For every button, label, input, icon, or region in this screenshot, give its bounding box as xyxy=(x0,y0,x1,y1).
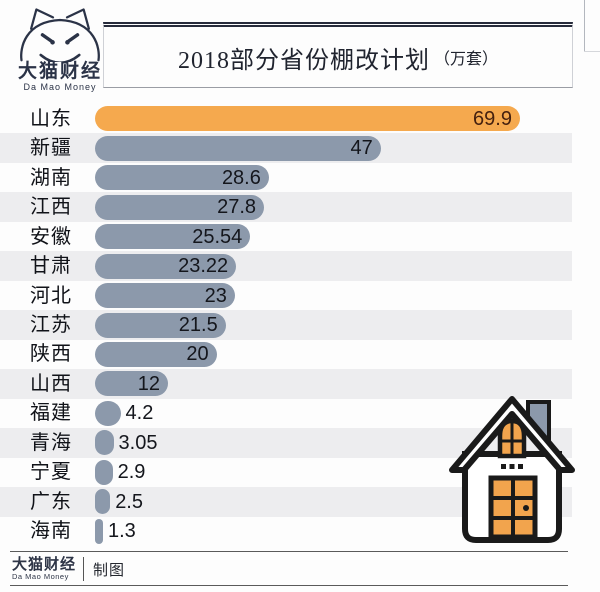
category-label: 福建 xyxy=(30,402,72,425)
bar: 47 xyxy=(95,135,381,161)
bar-row: 新疆 47 xyxy=(0,133,600,163)
bar: 23 xyxy=(95,283,235,309)
edge-artifact-vertical xyxy=(584,0,585,51)
value-label: 25.54 xyxy=(192,225,243,248)
footer-brand-cn: 大猫财经 xyxy=(12,556,77,574)
bar-row: 福建 4.2 xyxy=(0,399,600,428)
category-label: 江苏 xyxy=(30,314,72,337)
bar xyxy=(95,400,121,426)
category-label: 新疆 xyxy=(30,137,72,160)
category-label: 山东 xyxy=(30,107,72,130)
category-label: 甘肃 xyxy=(30,255,72,278)
bar-row: 安徽 25.54 xyxy=(0,222,600,251)
bar: 69.9 xyxy=(95,106,520,132)
bar xyxy=(95,430,114,456)
category-label: 宁夏 xyxy=(30,461,72,484)
bar-row: 甘肃 23.22 xyxy=(0,251,600,281)
value-label: 20 xyxy=(186,343,209,366)
value-label: 12 xyxy=(137,372,160,395)
value-label: 28.6 xyxy=(221,166,261,189)
bar-row: 宁夏 2.9 xyxy=(0,458,600,487)
category-label: 青海 xyxy=(30,431,72,454)
category-label: 海南 xyxy=(30,520,72,543)
value-label: 4.2 xyxy=(125,402,154,425)
footer: 大猫财经 Da Mao Money 制图 xyxy=(12,555,125,583)
category-label: 湖南 xyxy=(30,166,72,189)
bar: 12 xyxy=(95,371,168,397)
cat-logo-icon xyxy=(10,6,110,62)
bar-row: 海南 1.3 xyxy=(0,517,600,546)
value-label: 1.3 xyxy=(108,520,136,543)
category-label: 广东 xyxy=(30,490,72,513)
bar-row: 山西 12 xyxy=(0,369,600,399)
footer-separator xyxy=(83,557,85,581)
bar: 28.6 xyxy=(95,165,269,191)
bar: 20 xyxy=(95,341,217,367)
bar-row: 湖南 28.6 xyxy=(0,163,600,192)
value-label: 47 xyxy=(350,137,373,160)
footer-brand-en: Da Mao Money xyxy=(12,572,69,582)
value-label: 27.8 xyxy=(217,196,257,219)
bar-row: 山东 69.9 xyxy=(0,104,600,133)
footer-rule-top xyxy=(10,551,568,552)
house-icon xyxy=(446,388,578,555)
bar: 27.8 xyxy=(95,194,265,220)
footer-credit: 制图 xyxy=(93,561,126,579)
bar: 21.5 xyxy=(95,312,226,338)
bar: 23.22 xyxy=(95,253,237,279)
category-label: 江西 xyxy=(30,196,72,219)
category-label: 河北 xyxy=(30,284,72,307)
value-label: 2.9 xyxy=(117,461,146,484)
page-title-unit: （万套） xyxy=(433,51,498,68)
bar-row: 江苏 21.5 xyxy=(0,310,600,340)
category-label: 安徽 xyxy=(30,225,72,248)
value-label: 21.5 xyxy=(178,314,218,337)
value-label: 23.22 xyxy=(178,255,229,278)
bar-row: 河北 23 xyxy=(0,281,600,310)
value-label: 69.9 xyxy=(473,107,512,130)
category-label: 陕西 xyxy=(30,343,72,366)
bar-row: 江西 27.8 xyxy=(0,192,600,222)
value-label: 3.05 xyxy=(118,431,158,454)
bar-row: 陕西 20 xyxy=(0,340,600,369)
footer-brand: 大猫财经 Da Mao Money xyxy=(12,557,76,581)
brand-logo: 大猫财经 Da Mao Money xyxy=(10,6,110,94)
category-label: 山西 xyxy=(30,372,72,395)
brand-name-cn: 大猫财经 xyxy=(17,61,102,82)
edge-artifact-horizontal xyxy=(584,51,600,52)
value-label: 2.5 xyxy=(115,490,143,513)
bar: 25.54 xyxy=(95,224,251,250)
bar xyxy=(95,459,113,485)
title-box: 2018部分省份棚改计划 （万套） xyxy=(103,22,573,88)
bar xyxy=(95,489,111,515)
footer-rule-bottom xyxy=(10,585,568,586)
page-title: 2018部分省份棚改计划 xyxy=(177,47,430,74)
bar xyxy=(95,518,103,544)
brand-name-en: Da Mao Money xyxy=(23,82,97,92)
value-label: 23 xyxy=(204,284,227,307)
